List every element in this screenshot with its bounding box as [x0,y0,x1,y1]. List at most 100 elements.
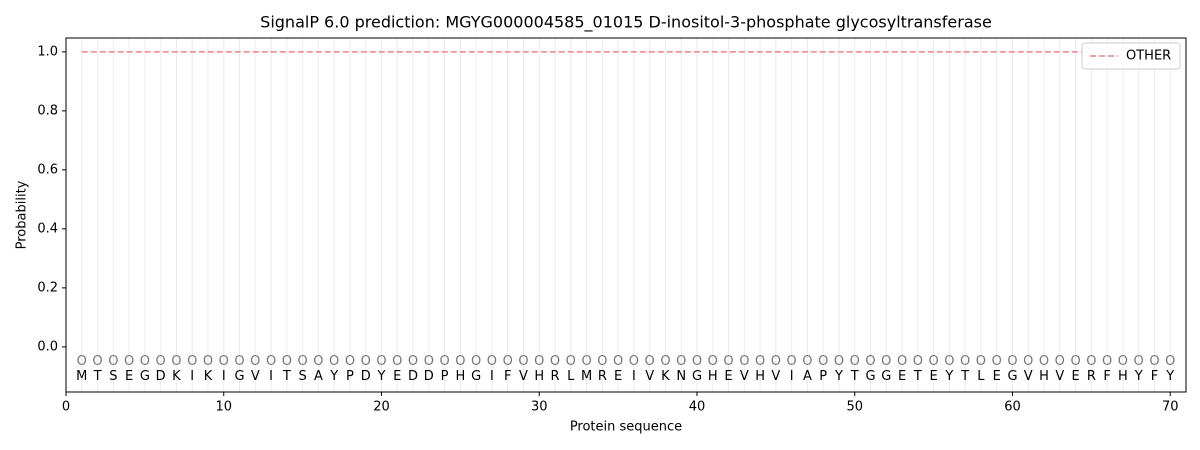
residue-label: H [708,369,718,384]
residue-label: S [109,369,117,384]
residue-label: L [567,369,575,384]
predicted-label: O [1149,354,1159,369]
residue-label: V [1055,369,1064,384]
predicted-label: O [187,354,197,369]
residue-label: A [803,369,812,384]
x-tick-label: 40 [689,400,706,415]
residue-label: L [977,369,985,384]
predicted-label: O [1086,354,1096,369]
residue-label: M [76,369,87,384]
predicted-label: O [1055,354,1065,369]
legend-box [1081,42,1181,70]
predicted-label: O [298,354,308,369]
residue-label: I [790,369,794,384]
predicted-label: O [787,354,797,369]
predicted-label: O [471,354,481,369]
residue-label: G [234,369,244,384]
x-tick-label: 10 [215,400,232,415]
residue-label: R [598,369,607,384]
residue-label: P [819,369,827,384]
residue-label: F [504,369,511,384]
residue-label: V [645,369,654,384]
predicted-label: O [1102,354,1112,369]
predicted-label: O [834,354,844,369]
residue-label: P [346,369,354,384]
predicted-label: O [818,354,828,369]
predicted-label: O [1023,354,1033,369]
residue-label: E [724,369,732,384]
predicted-label: O [976,354,986,369]
residue-label: Y [1165,369,1174,384]
predicted-label: O [266,354,276,369]
predicted-label: O [1039,354,1049,369]
residue-label: E [614,369,622,384]
predicted-label: O [992,354,1002,369]
residue-label: T [282,369,291,384]
residue-label: D [424,369,434,384]
residue-label: K [661,369,670,384]
residue-label: I [190,369,194,384]
predicted-label: O [960,354,970,369]
predicted-label: O [597,354,607,369]
y-tick-label: 1.0 [37,44,58,59]
residue-label: G [881,369,891,384]
residue-label: Y [377,369,386,384]
predicted-label: O [77,354,87,369]
residue-label: H [755,369,765,384]
predicted-label: O [1134,354,1144,369]
residue-label: T [93,369,102,384]
predicted-label: O [802,354,812,369]
predicted-label: O [203,354,213,369]
predicted-label: O [503,354,513,369]
residue-label: T [913,369,922,384]
predicted-label: O [676,354,686,369]
residue-label: E [993,369,1001,384]
residue-label: F [1103,369,1110,384]
predicted-label: O [928,354,938,369]
predicted-label: O [550,354,560,369]
predicted-label: O [913,354,923,369]
residue-label: T [960,369,969,384]
residue-label: E [125,369,133,384]
residue-label: I [490,369,494,384]
residue-label: K [172,369,181,384]
predicted-label: O [881,354,891,369]
predicted-label: O [739,354,749,369]
residue-label: G [865,369,875,384]
plot-frame [65,37,1187,393]
residue-label: Y [834,369,843,384]
predicted-label: O [487,354,497,369]
x-tick-label: 20 [373,400,390,415]
residue-label: E [393,369,401,384]
residue-label: V [519,369,528,384]
predicted-label: O [455,354,465,369]
residue-label: Y [1134,369,1143,384]
x-tick-label: 30 [531,400,548,415]
predicted-label: O [1118,354,1128,369]
x-tick-label: 0 [62,400,70,415]
predicted-label: O [660,354,670,369]
residue-label: I [269,369,273,384]
residue-label: K [204,369,213,384]
predicted-label: O [124,354,134,369]
residue-label: E [929,369,937,384]
residue-label: G [1007,369,1017,384]
predicted-label: O [439,354,449,369]
x-tick-label: 50 [846,400,863,415]
predicted-label: O [1165,354,1175,369]
predicted-label: O [282,354,292,369]
predicted-label: O [708,354,718,369]
predicted-label: O [329,354,339,369]
legend-label: OTHER [1126,49,1171,64]
y-tick-label: 0.6 [37,162,58,177]
predicted-label: O [392,354,402,369]
residue-label: R [1087,369,1096,384]
predicted-label: O [534,354,544,369]
predicted-label: O [865,354,875,369]
predicted-label: O [361,354,371,369]
residue-label: H [455,369,465,384]
predicted-label: O [234,354,244,369]
residue-label: V [251,369,260,384]
predicted-label: O [566,354,576,369]
